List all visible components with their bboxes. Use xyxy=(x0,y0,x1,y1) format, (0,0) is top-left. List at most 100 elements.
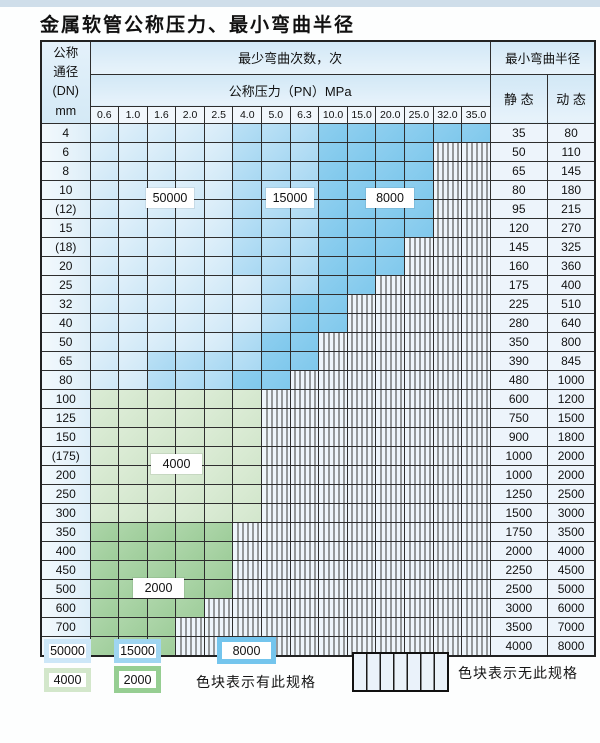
no-spec-cell xyxy=(289,426,320,447)
static-radius-cell: 900 xyxy=(489,426,548,447)
spec-zone-cell xyxy=(118,217,148,238)
no-spec-cell xyxy=(461,578,491,599)
no-spec-cell xyxy=(461,388,491,409)
no-spec-cell xyxy=(346,293,377,314)
no-spec-cell xyxy=(404,445,434,466)
spec-zone-cell xyxy=(89,635,120,656)
spec-zone-cell xyxy=(346,141,377,162)
static-radius-cell: 1750 xyxy=(489,521,548,542)
no-spec-cell xyxy=(232,616,263,637)
spec-zone-cell xyxy=(89,616,120,637)
no-spec-cell xyxy=(432,160,463,181)
spec-zone-cell xyxy=(261,274,291,295)
spec-zone-cell xyxy=(203,141,234,162)
static-radius-cell: 120 xyxy=(489,217,548,238)
pressure-col-header: 1.6 xyxy=(146,105,177,124)
dn-value-cell: 350 xyxy=(40,521,91,542)
spec-zone-cell xyxy=(203,540,234,561)
zone-label-8000: 8000 xyxy=(366,188,414,208)
pressure-col-header: 0.6 xyxy=(89,105,120,124)
static-radius-cell: 80 xyxy=(489,179,548,200)
no-spec-cell xyxy=(289,502,320,523)
no-spec-cell xyxy=(318,635,348,656)
spec-zone-cell xyxy=(232,464,263,485)
no-spec-cell xyxy=(318,559,348,580)
spec-zone-cell xyxy=(318,255,348,276)
pressure-col-header: 6.3 xyxy=(289,105,320,124)
spec-zone-cell xyxy=(118,464,148,485)
spec-zone-cell xyxy=(203,464,234,485)
dynamic-radius-cell: 110 xyxy=(546,141,596,162)
spec-zone-cell xyxy=(118,483,148,504)
no-spec-cell xyxy=(432,540,463,561)
dn-value-cell: 32 xyxy=(40,293,91,314)
spec-zone-cell xyxy=(89,141,120,162)
no-spec-cell xyxy=(461,160,491,181)
no-spec-cell xyxy=(404,331,434,352)
no-spec-cell xyxy=(461,198,491,219)
no-spec-cell xyxy=(404,521,434,542)
pressure-col-header: 10.0 xyxy=(318,105,348,124)
spec-zone-cell xyxy=(318,122,348,143)
spec-zone-cell xyxy=(118,521,148,542)
legend-chip-4000: 4000 xyxy=(44,668,91,692)
static-column-header: 静 态 xyxy=(489,73,548,124)
legend-chip-label: 15000 xyxy=(119,644,156,658)
spec-zone-cell xyxy=(203,502,234,523)
spec-zone-cell xyxy=(89,597,120,618)
spec-zone-cell xyxy=(289,236,320,257)
zone-label-50000: 50000 xyxy=(146,188,194,208)
no-spec-cell xyxy=(346,502,377,523)
no-spec-cell xyxy=(404,293,434,314)
spec-zone-cell xyxy=(146,255,177,276)
static-radius-cell: 2000 xyxy=(489,540,548,561)
legend-chip-label: 50000 xyxy=(49,644,86,658)
spec-zone-cell xyxy=(375,236,406,257)
spec-zone-cell xyxy=(175,312,205,333)
no-spec-cell xyxy=(318,597,348,618)
no-spec-cell xyxy=(375,578,406,599)
no-spec-cell xyxy=(375,483,406,504)
spec-zone-cell xyxy=(318,274,348,295)
static-radius-cell: 225 xyxy=(489,293,548,314)
no-spec-cell xyxy=(432,312,463,333)
pressure-col-header: 35.0 xyxy=(461,105,491,124)
no-spec-cell xyxy=(375,540,406,561)
no-spec-cell xyxy=(375,369,406,390)
table-row: 125 750 1500 xyxy=(40,407,596,428)
legend-hatched-box xyxy=(352,652,449,692)
table-row: 200 1000 2000 xyxy=(40,464,596,485)
spec-zone-cell xyxy=(175,369,205,390)
dynamic-radius-cell: 4000 xyxy=(546,540,596,561)
table-row: 300 1500 3000 xyxy=(40,502,596,523)
spec-zone-cell xyxy=(375,217,406,238)
no-spec-cell xyxy=(461,369,491,390)
no-spec-cell xyxy=(461,179,491,200)
spec-zone-cell xyxy=(146,312,177,333)
spec-zone-cell xyxy=(175,426,205,447)
no-spec-cell xyxy=(375,445,406,466)
spec-zone-cell xyxy=(203,350,234,371)
no-spec-cell xyxy=(346,445,377,466)
no-spec-cell xyxy=(232,540,263,561)
table-row: 100 600 1200 xyxy=(40,388,596,409)
table-row: 10 80 180 xyxy=(40,179,596,200)
static-radius-cell: 1500 xyxy=(489,502,548,523)
dn-value-cell: 10 xyxy=(40,179,91,200)
no-spec-cell xyxy=(432,255,463,276)
dn-value-cell: 80 xyxy=(40,369,91,390)
min-bend-radius-header: 最小弯曲半径 xyxy=(489,40,596,75)
spec-zone-cell xyxy=(175,388,205,409)
spec-zone-cell xyxy=(232,141,263,162)
spec-zone-cell xyxy=(232,255,263,276)
spec-zone-cell xyxy=(261,236,291,257)
spec-zone-cell xyxy=(89,331,120,352)
no-spec-cell xyxy=(432,350,463,371)
no-spec-cell xyxy=(432,464,463,485)
zone-label-2000: 2000 xyxy=(133,578,184,598)
no-spec-cell xyxy=(404,483,434,504)
dynamic-radius-cell: 5000 xyxy=(546,578,596,599)
spec-zone-cell xyxy=(146,122,177,143)
no-spec-cell xyxy=(232,521,263,542)
table-row: (12) 95 215 xyxy=(40,198,596,219)
